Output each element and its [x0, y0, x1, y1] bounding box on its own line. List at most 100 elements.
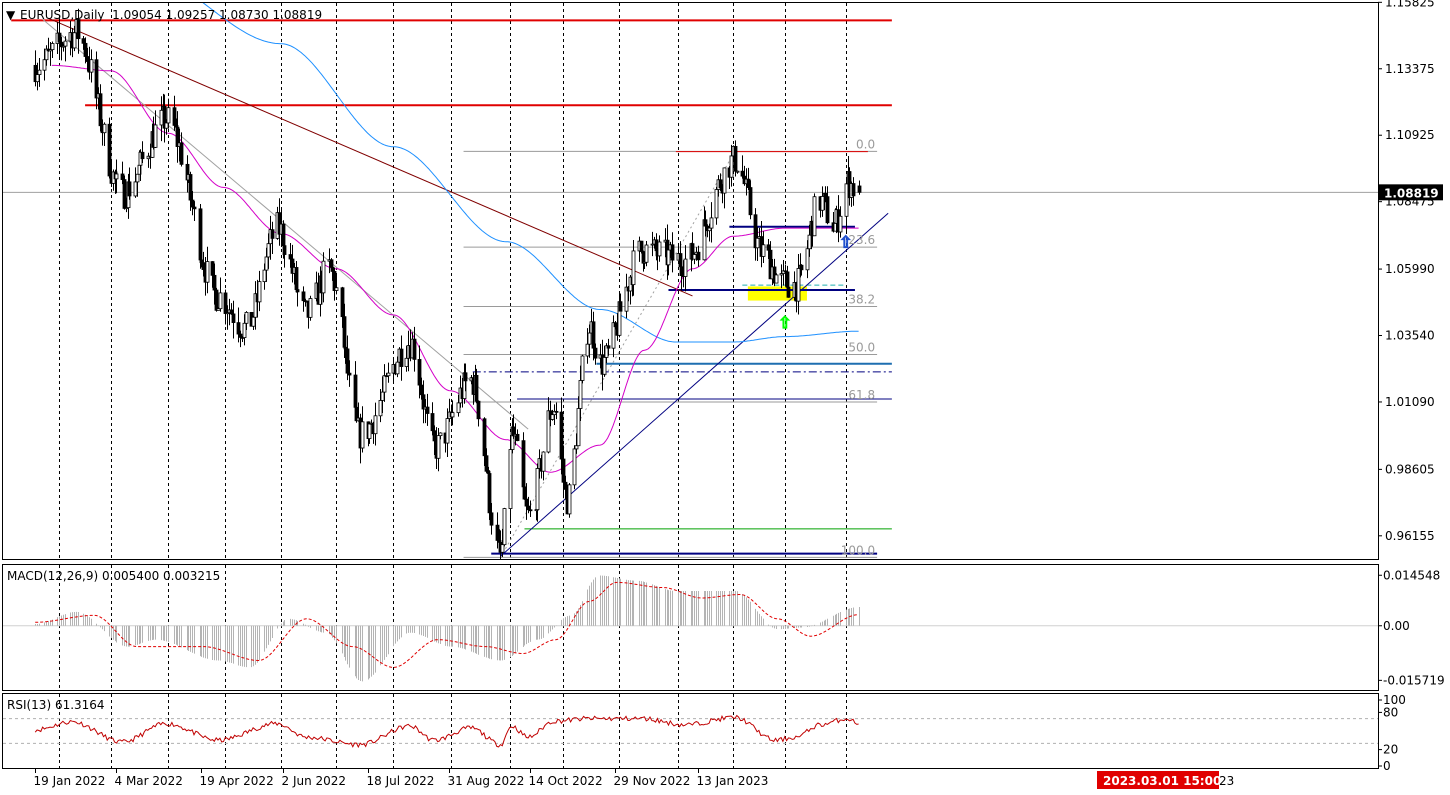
candle-body — [242, 322, 247, 339]
candle — [360, 406, 365, 453]
price-tick-label: 0.98605 — [1385, 462, 1435, 476]
candle — [425, 393, 430, 426]
candle-body — [81, 38, 86, 44]
candle-body — [367, 423, 372, 439]
candle-body — [799, 264, 804, 271]
crosshair-time-marker: 2023.03.01 15:00 — [1097, 771, 1221, 789]
candle-body — [153, 124, 158, 148]
candle — [578, 365, 583, 421]
candle-body — [508, 449, 513, 509]
candle-body — [463, 372, 468, 382]
candle-body — [679, 266, 684, 277]
candle — [295, 285, 300, 307]
price-tick-label: 1.03540 — [1385, 329, 1435, 343]
candle-body — [613, 322, 618, 328]
candle — [107, 117, 112, 179]
candle-body — [236, 322, 241, 335]
rsi-header: RSI(13) 61.3164 — [7, 698, 105, 712]
candle-body — [476, 400, 481, 420]
candle-body — [201, 262, 206, 270]
candle — [223, 289, 228, 325]
candle — [231, 300, 236, 339]
fibonacci-trend-line — [500, 151, 736, 558]
candle-body — [755, 237, 760, 249]
signal-arrows: ⇧⇧ — [777, 232, 853, 333]
symbol-header: EURUSD,Daily 1.09054 1.09257 1.08730 1.0… — [20, 8, 322, 22]
ma200-line — [202, 3, 859, 343]
candle-body — [238, 333, 243, 338]
fibonacci-level-label: 23.6 — [848, 233, 875, 247]
fibonacci-labels: 0.0 23.6 38.2 50.0 61.8 100.0 — [841, 137, 875, 557]
candle — [308, 295, 313, 321]
candle — [44, 45, 49, 66]
candle-body — [382, 375, 387, 393]
candle — [135, 173, 140, 197]
candle-body — [386, 372, 391, 377]
candle — [670, 232, 675, 273]
candle-body — [404, 357, 409, 367]
candlestick-series — [33, 8, 862, 559]
candle — [367, 421, 372, 444]
candle-body — [524, 498, 529, 507]
date-tick-label: 18 Jul 2022 — [367, 774, 435, 788]
candle-body — [295, 289, 300, 293]
candle — [714, 186, 719, 225]
candle-body — [823, 193, 828, 198]
candle — [718, 173, 723, 191]
candle-body — [345, 348, 350, 374]
candle-body — [57, 32, 62, 43]
candle — [515, 429, 520, 442]
macd-axis: 0.014548 0.00 -0.015719 — [1378, 568, 1445, 687]
price-axis[interactable]: 1.158251.133751.109251.084751.059901.035… — [1378, 0, 1435, 543]
candle — [72, 25, 77, 52]
macd-signal-line — [35, 581, 859, 668]
candle — [463, 363, 468, 392]
candle — [812, 193, 817, 237]
candle-body — [347, 372, 352, 376]
candle-body — [606, 345, 611, 349]
candle-body — [690, 243, 695, 260]
candle — [63, 36, 68, 62]
candle-body — [639, 240, 644, 252]
candle — [602, 345, 607, 377]
candle-body — [102, 123, 107, 134]
candle-body — [482, 418, 487, 457]
time-axis[interactable]: 19 Jan 2022 4 Mar 2022 19 Apr 2022 2 Jun 20… — [34, 769, 1235, 788]
macd-tick-label: 0.014548 — [1383, 568, 1440, 582]
candle-body — [602, 357, 607, 375]
candle-body — [399, 348, 404, 367]
date-tick-label: 13 Jan 2023 — [697, 774, 769, 788]
candle — [722, 167, 727, 209]
candle — [561, 445, 566, 499]
candle-body — [425, 406, 430, 414]
price-tick-label: 1.05990 — [1385, 262, 1435, 276]
candle-body — [72, 32, 77, 49]
candle — [774, 273, 779, 284]
candle — [528, 500, 533, 517]
candle — [502, 507, 507, 547]
candle — [244, 311, 249, 331]
candle-body — [50, 43, 55, 51]
candle — [567, 483, 572, 518]
candle-body — [419, 384, 424, 396]
candle-body — [229, 309, 234, 315]
candle-body — [120, 173, 125, 180]
candle — [657, 235, 662, 262]
candle — [188, 171, 193, 211]
candle — [805, 240, 810, 279]
candle-body — [844, 183, 849, 217]
candle — [114, 159, 119, 194]
candle-body — [559, 411, 564, 460]
candle — [761, 231, 766, 263]
candle-body — [574, 445, 579, 450]
candle — [593, 343, 598, 365]
candle-body — [35, 74, 40, 83]
candle-body — [489, 512, 494, 526]
candle-body — [192, 206, 197, 210]
dropdown-triangle-icon[interactable]: ▼ — [6, 8, 16, 22]
candle — [690, 232, 695, 261]
candle-body — [231, 313, 236, 323]
candle — [500, 528, 505, 557]
